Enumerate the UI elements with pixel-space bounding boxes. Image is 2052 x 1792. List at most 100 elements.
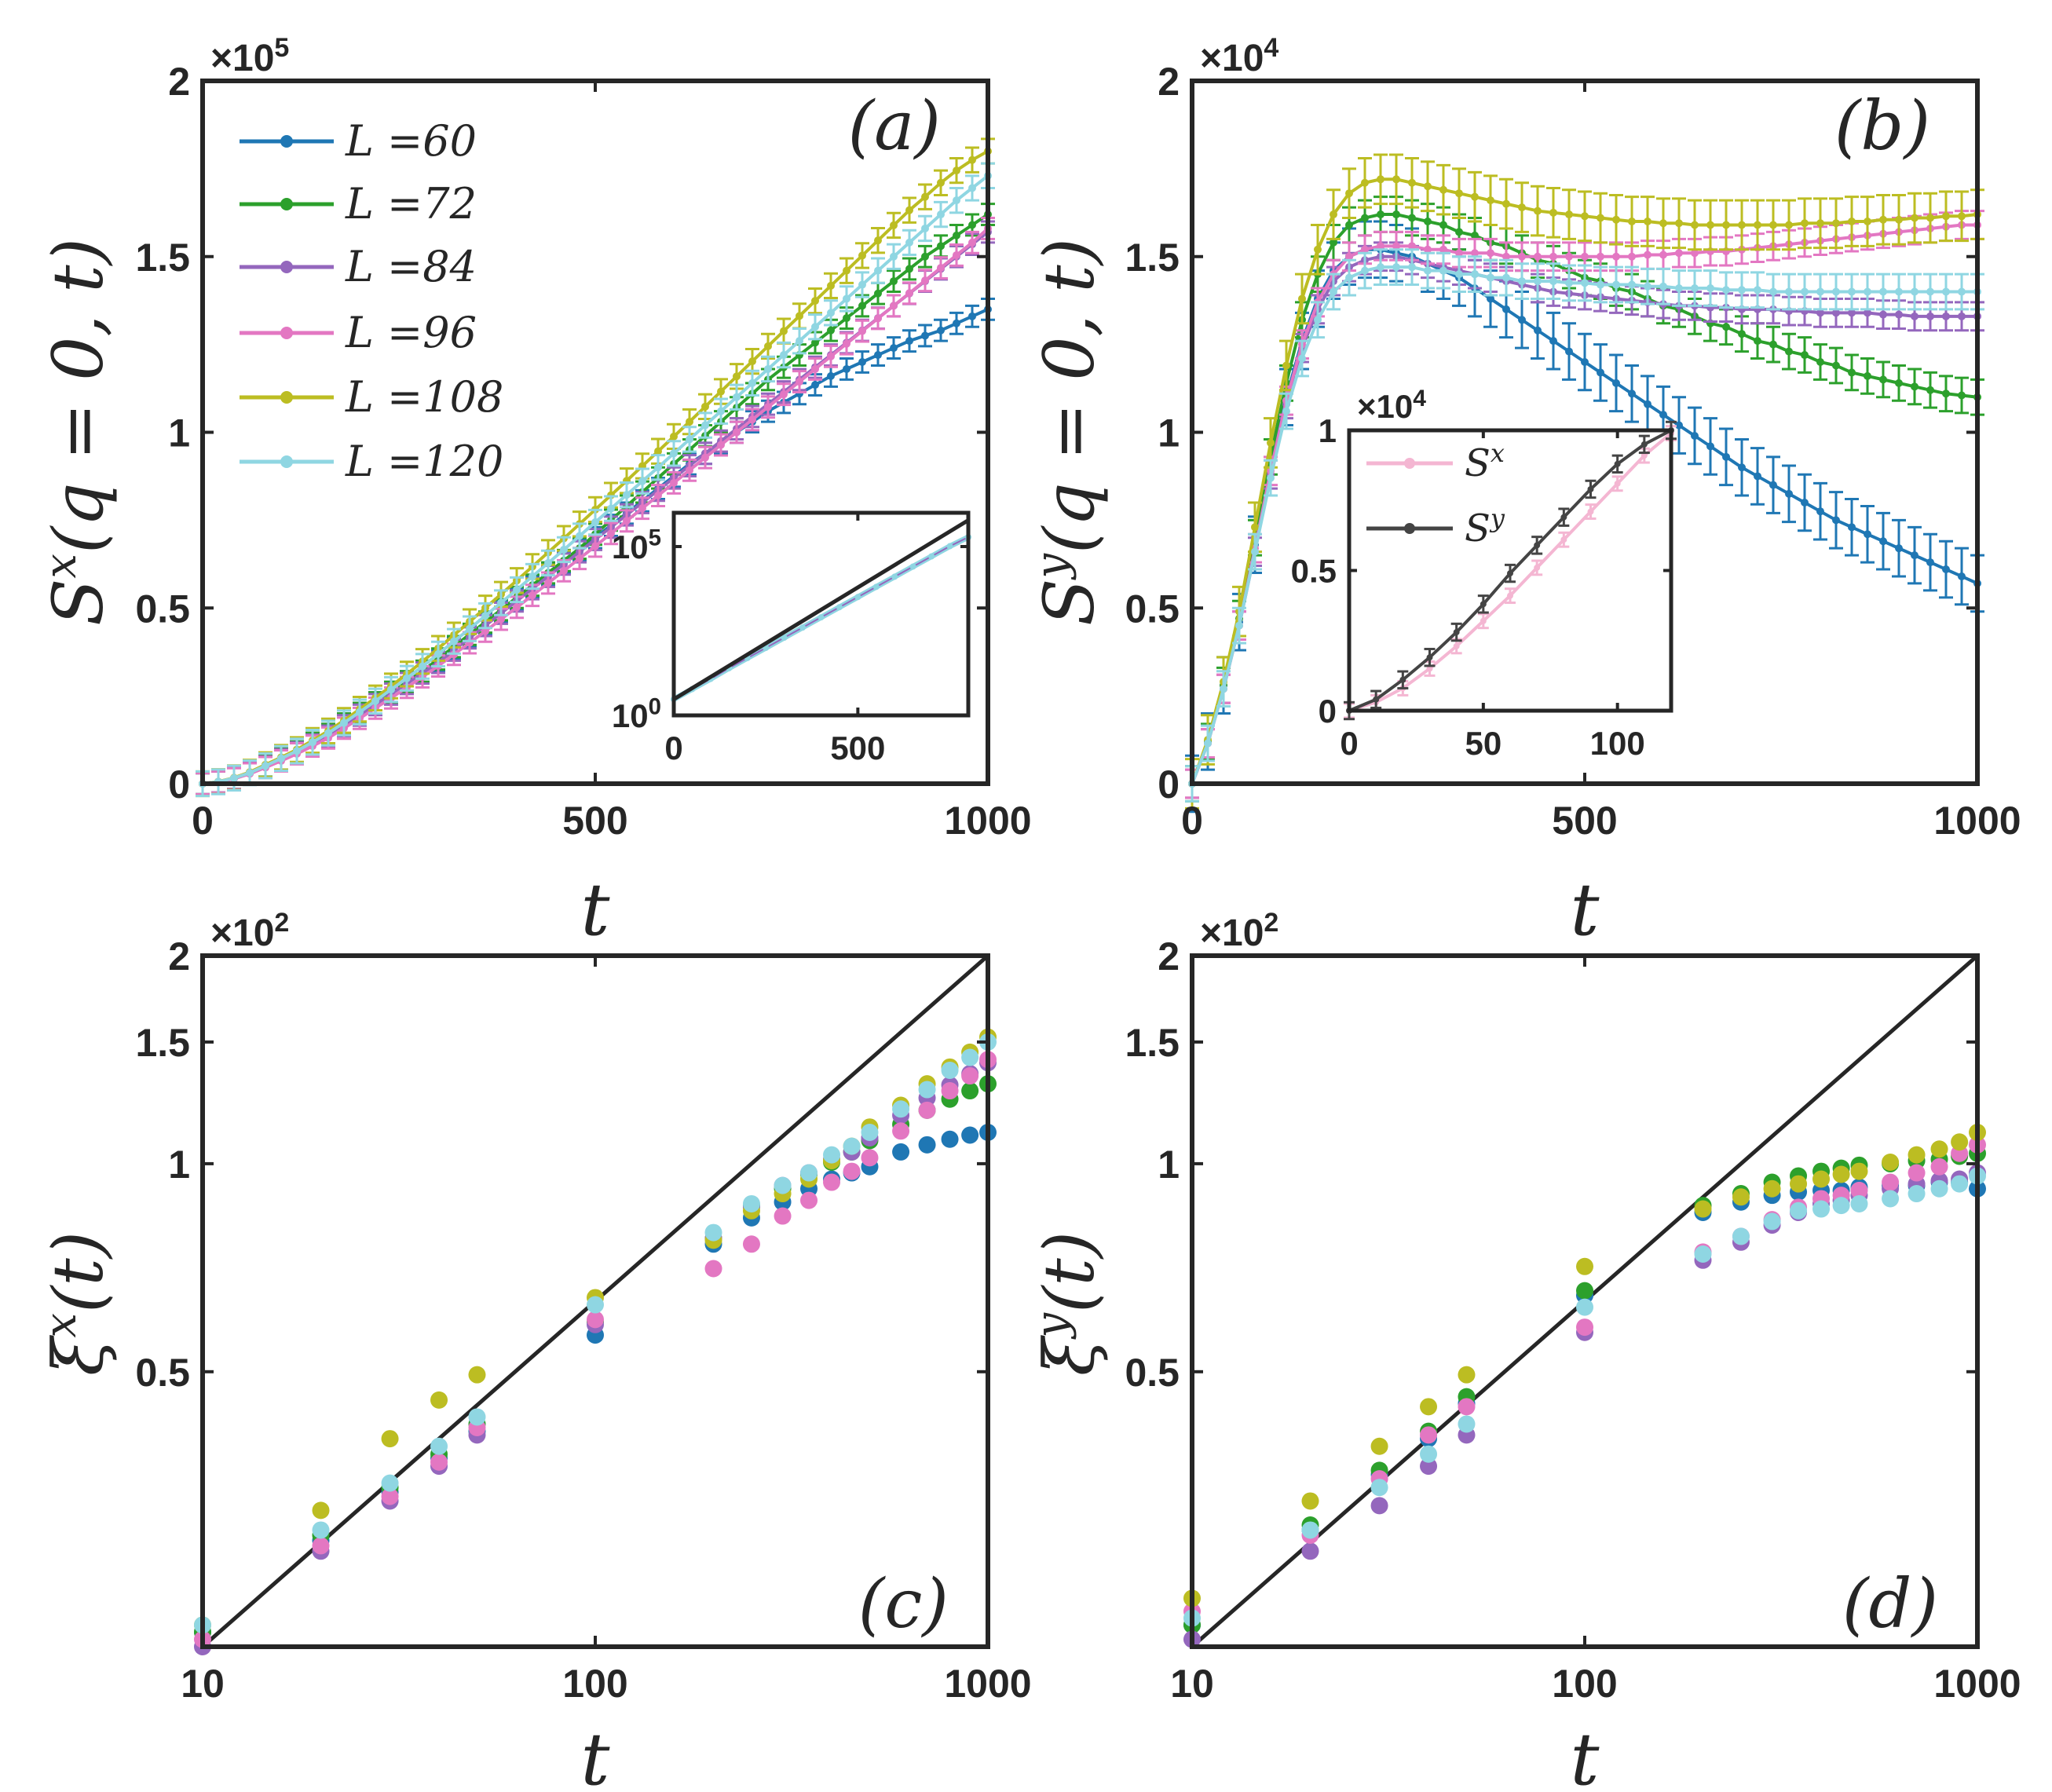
series-L72-point bbox=[1424, 218, 1432, 225]
series-L60-point bbox=[1769, 481, 1777, 489]
series-L60-point bbox=[1801, 499, 1809, 507]
series-L108-point bbox=[780, 327, 788, 335]
series-L120-point bbox=[1298, 354, 1306, 363]
series-L96-point bbox=[670, 478, 678, 487]
inset-legend-label: Sx bbox=[1465, 438, 1505, 485]
series-L72-point bbox=[953, 231, 960, 240]
series-L96-point bbox=[843, 1162, 861, 1180]
series-L96-point bbox=[1424, 245, 1432, 254]
series-L108-point bbox=[1549, 208, 1557, 217]
series-L120-point bbox=[576, 532, 583, 540]
series-L120-point bbox=[1694, 1245, 1712, 1263]
series-L108-point bbox=[1675, 219, 1683, 228]
series-L120-point bbox=[450, 637, 458, 645]
series-L60-point bbox=[1895, 544, 1903, 553]
series-L96-point bbox=[1908, 1164, 1926, 1182]
series-L108-point bbox=[1908, 1146, 1926, 1164]
series-L120-point bbox=[654, 463, 662, 472]
x-tick-label: 500 bbox=[1552, 799, 1617, 843]
inset-series-inset_sy-point bbox=[1587, 485, 1594, 492]
series-L60-point bbox=[1691, 431, 1699, 440]
series-L72-point bbox=[921, 252, 929, 261]
series-L60-point bbox=[1502, 305, 1510, 313]
series-L108-point bbox=[1958, 212, 1966, 221]
series-L120-point bbox=[1235, 621, 1243, 630]
y-tick-label: 2 bbox=[168, 60, 190, 104]
x-tick-label: 1000 bbox=[944, 799, 1031, 843]
inset-series-inset_sx-point bbox=[1560, 536, 1567, 543]
series-L108-point bbox=[1754, 221, 1761, 229]
inset-series-inset_sy-point bbox=[1534, 542, 1541, 549]
series-L96-point bbox=[1377, 242, 1384, 251]
series-L120-point bbox=[1471, 270, 1479, 279]
series-L96-point bbox=[1502, 252, 1510, 261]
series-L120-point bbox=[968, 184, 976, 192]
series-L84-point bbox=[1879, 310, 1887, 319]
series-L108-point bbox=[1502, 199, 1510, 208]
inset-series-inset_sx-point bbox=[1614, 480, 1621, 487]
series-L120-point bbox=[1926, 287, 1934, 296]
series-L108-point bbox=[1850, 1162, 1868, 1180]
x-tick-label: 1000 bbox=[1933, 799, 2021, 843]
panel-c-series bbox=[194, 954, 997, 1655]
series-L120-point bbox=[701, 421, 709, 430]
series-L72-point bbox=[1832, 361, 1840, 370]
series-L96-point bbox=[764, 403, 772, 411]
series-L72-point bbox=[1345, 221, 1353, 229]
series-L108-point bbox=[1785, 221, 1793, 229]
series-L96-point bbox=[823, 1173, 841, 1191]
inset-series-inset_sx-point bbox=[1507, 592, 1513, 599]
panel-c: 10 100 1000 0.5 1 1.5 2 ×102 (c) t ξx(t) bbox=[35, 908, 1032, 1792]
series-L72-point bbox=[1330, 238, 1337, 247]
series-L120-point bbox=[800, 1164, 818, 1182]
series-L108-point bbox=[1879, 215, 1887, 224]
series-L120-point bbox=[293, 747, 301, 755]
series-L96-point bbox=[686, 466, 693, 474]
x-tick-label: 1000 bbox=[944, 1662, 1031, 1706]
legend-label: L =108 bbox=[345, 372, 503, 422]
series-L108-point bbox=[921, 192, 929, 201]
series-L120-point bbox=[686, 435, 693, 444]
series-L60-point bbox=[1549, 337, 1557, 346]
series-L108-point bbox=[1644, 218, 1651, 225]
legend-marker bbox=[280, 391, 293, 404]
series-L108-point bbox=[858, 251, 866, 260]
y-tick-label: 0.5 bbox=[135, 1351, 190, 1395]
series-L108-point bbox=[1694, 1200, 1712, 1218]
series-L120-point bbox=[230, 773, 238, 782]
series-L120-point bbox=[1314, 316, 1322, 324]
series-L120-point bbox=[1644, 282, 1651, 291]
series-L108-point bbox=[811, 297, 819, 305]
series-L108-point bbox=[1769, 221, 1777, 229]
series-L120-point bbox=[387, 686, 395, 694]
series-L108-point bbox=[1832, 219, 1840, 228]
series-L120-point bbox=[497, 598, 505, 607]
series-L120-point bbox=[1420, 1445, 1438, 1463]
series-L120-point bbox=[858, 280, 866, 289]
inset-series-inset_sx-point bbox=[1426, 665, 1433, 672]
series-L108-point bbox=[1882, 1154, 1900, 1172]
series-L96-point bbox=[1455, 249, 1463, 258]
series-L108-point bbox=[654, 447, 662, 455]
inset-series-inset_sy-point bbox=[1614, 460, 1621, 467]
series-L72-point bbox=[1785, 347, 1793, 356]
series-L120-point bbox=[340, 719, 348, 727]
series-L120-point bbox=[1330, 287, 1337, 296]
series-L120-point bbox=[1628, 280, 1636, 289]
series-L120-point bbox=[419, 662, 426, 671]
series-L96-point bbox=[874, 314, 882, 323]
x-tick-label: 500 bbox=[562, 799, 627, 843]
panel-a-exponent: ×105 bbox=[210, 33, 289, 79]
series-L72-point bbox=[1816, 358, 1824, 366]
series-L120-point bbox=[1769, 287, 1777, 296]
legend-label: L =96 bbox=[345, 308, 477, 357]
series-L108-point bbox=[717, 387, 725, 396]
series-L72-point bbox=[1942, 389, 1950, 398]
panel-a-legend: L =60 L =72 L =84 L =96 L =108 bbox=[240, 116, 503, 486]
y-tick-label: 1.5 bbox=[135, 1021, 190, 1065]
series-L96-point bbox=[1930, 1157, 1948, 1176]
series-L96-point bbox=[1581, 252, 1589, 261]
y-tick-base: 10 bbox=[612, 528, 649, 565]
series-L108-point bbox=[1301, 1492, 1319, 1510]
inset-legend-entry-sx: Sx bbox=[1366, 438, 1505, 485]
